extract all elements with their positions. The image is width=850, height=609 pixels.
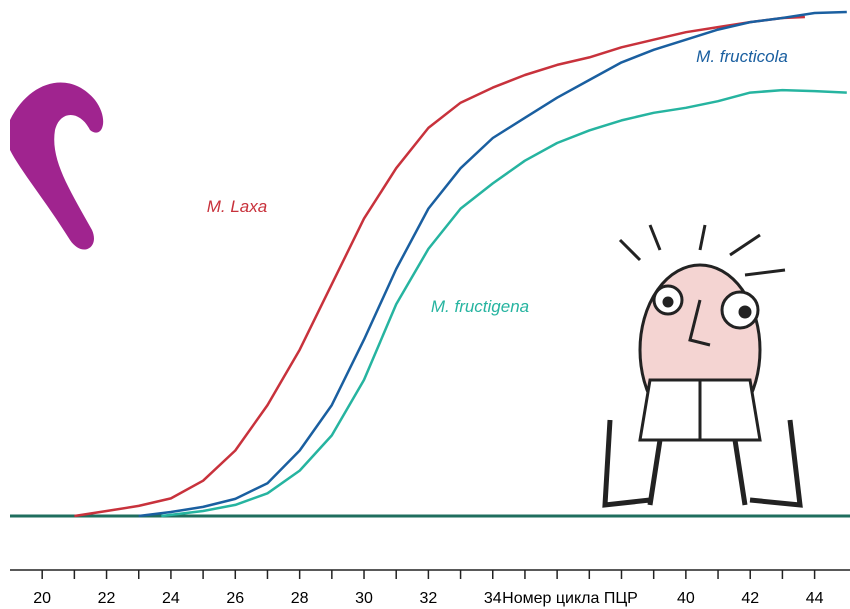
cartoon-professor: [605, 225, 800, 505]
x-tick-label: 28: [291, 590, 309, 607]
x-tick-label: 34: [484, 590, 502, 607]
series-label: M. fructigena: [431, 297, 529, 316]
series-label: M. fructicola: [696, 47, 788, 66]
x-tick-label: 40: [677, 590, 695, 607]
series-label: M. Laxa: [207, 197, 267, 216]
decor-hook: [10, 83, 103, 250]
x-tick-label: 26: [226, 590, 244, 607]
x-tick-label: 20: [33, 590, 51, 607]
x-tick-label: 42: [741, 590, 759, 607]
x-tick-label: 44: [806, 590, 824, 607]
x-axis-label: Номер цикла ПЦР: [502, 590, 638, 607]
x-tick-label: 30: [355, 590, 373, 607]
chart: Номер цикла ПЦР 20 22 24 26 28 30 32 34 40 42 44 M.…: [0, 0, 850, 609]
x-tick-label: 32: [419, 590, 437, 607]
x-tick-label: 24: [162, 590, 180, 607]
x-tick-label: 22: [98, 590, 116, 607]
